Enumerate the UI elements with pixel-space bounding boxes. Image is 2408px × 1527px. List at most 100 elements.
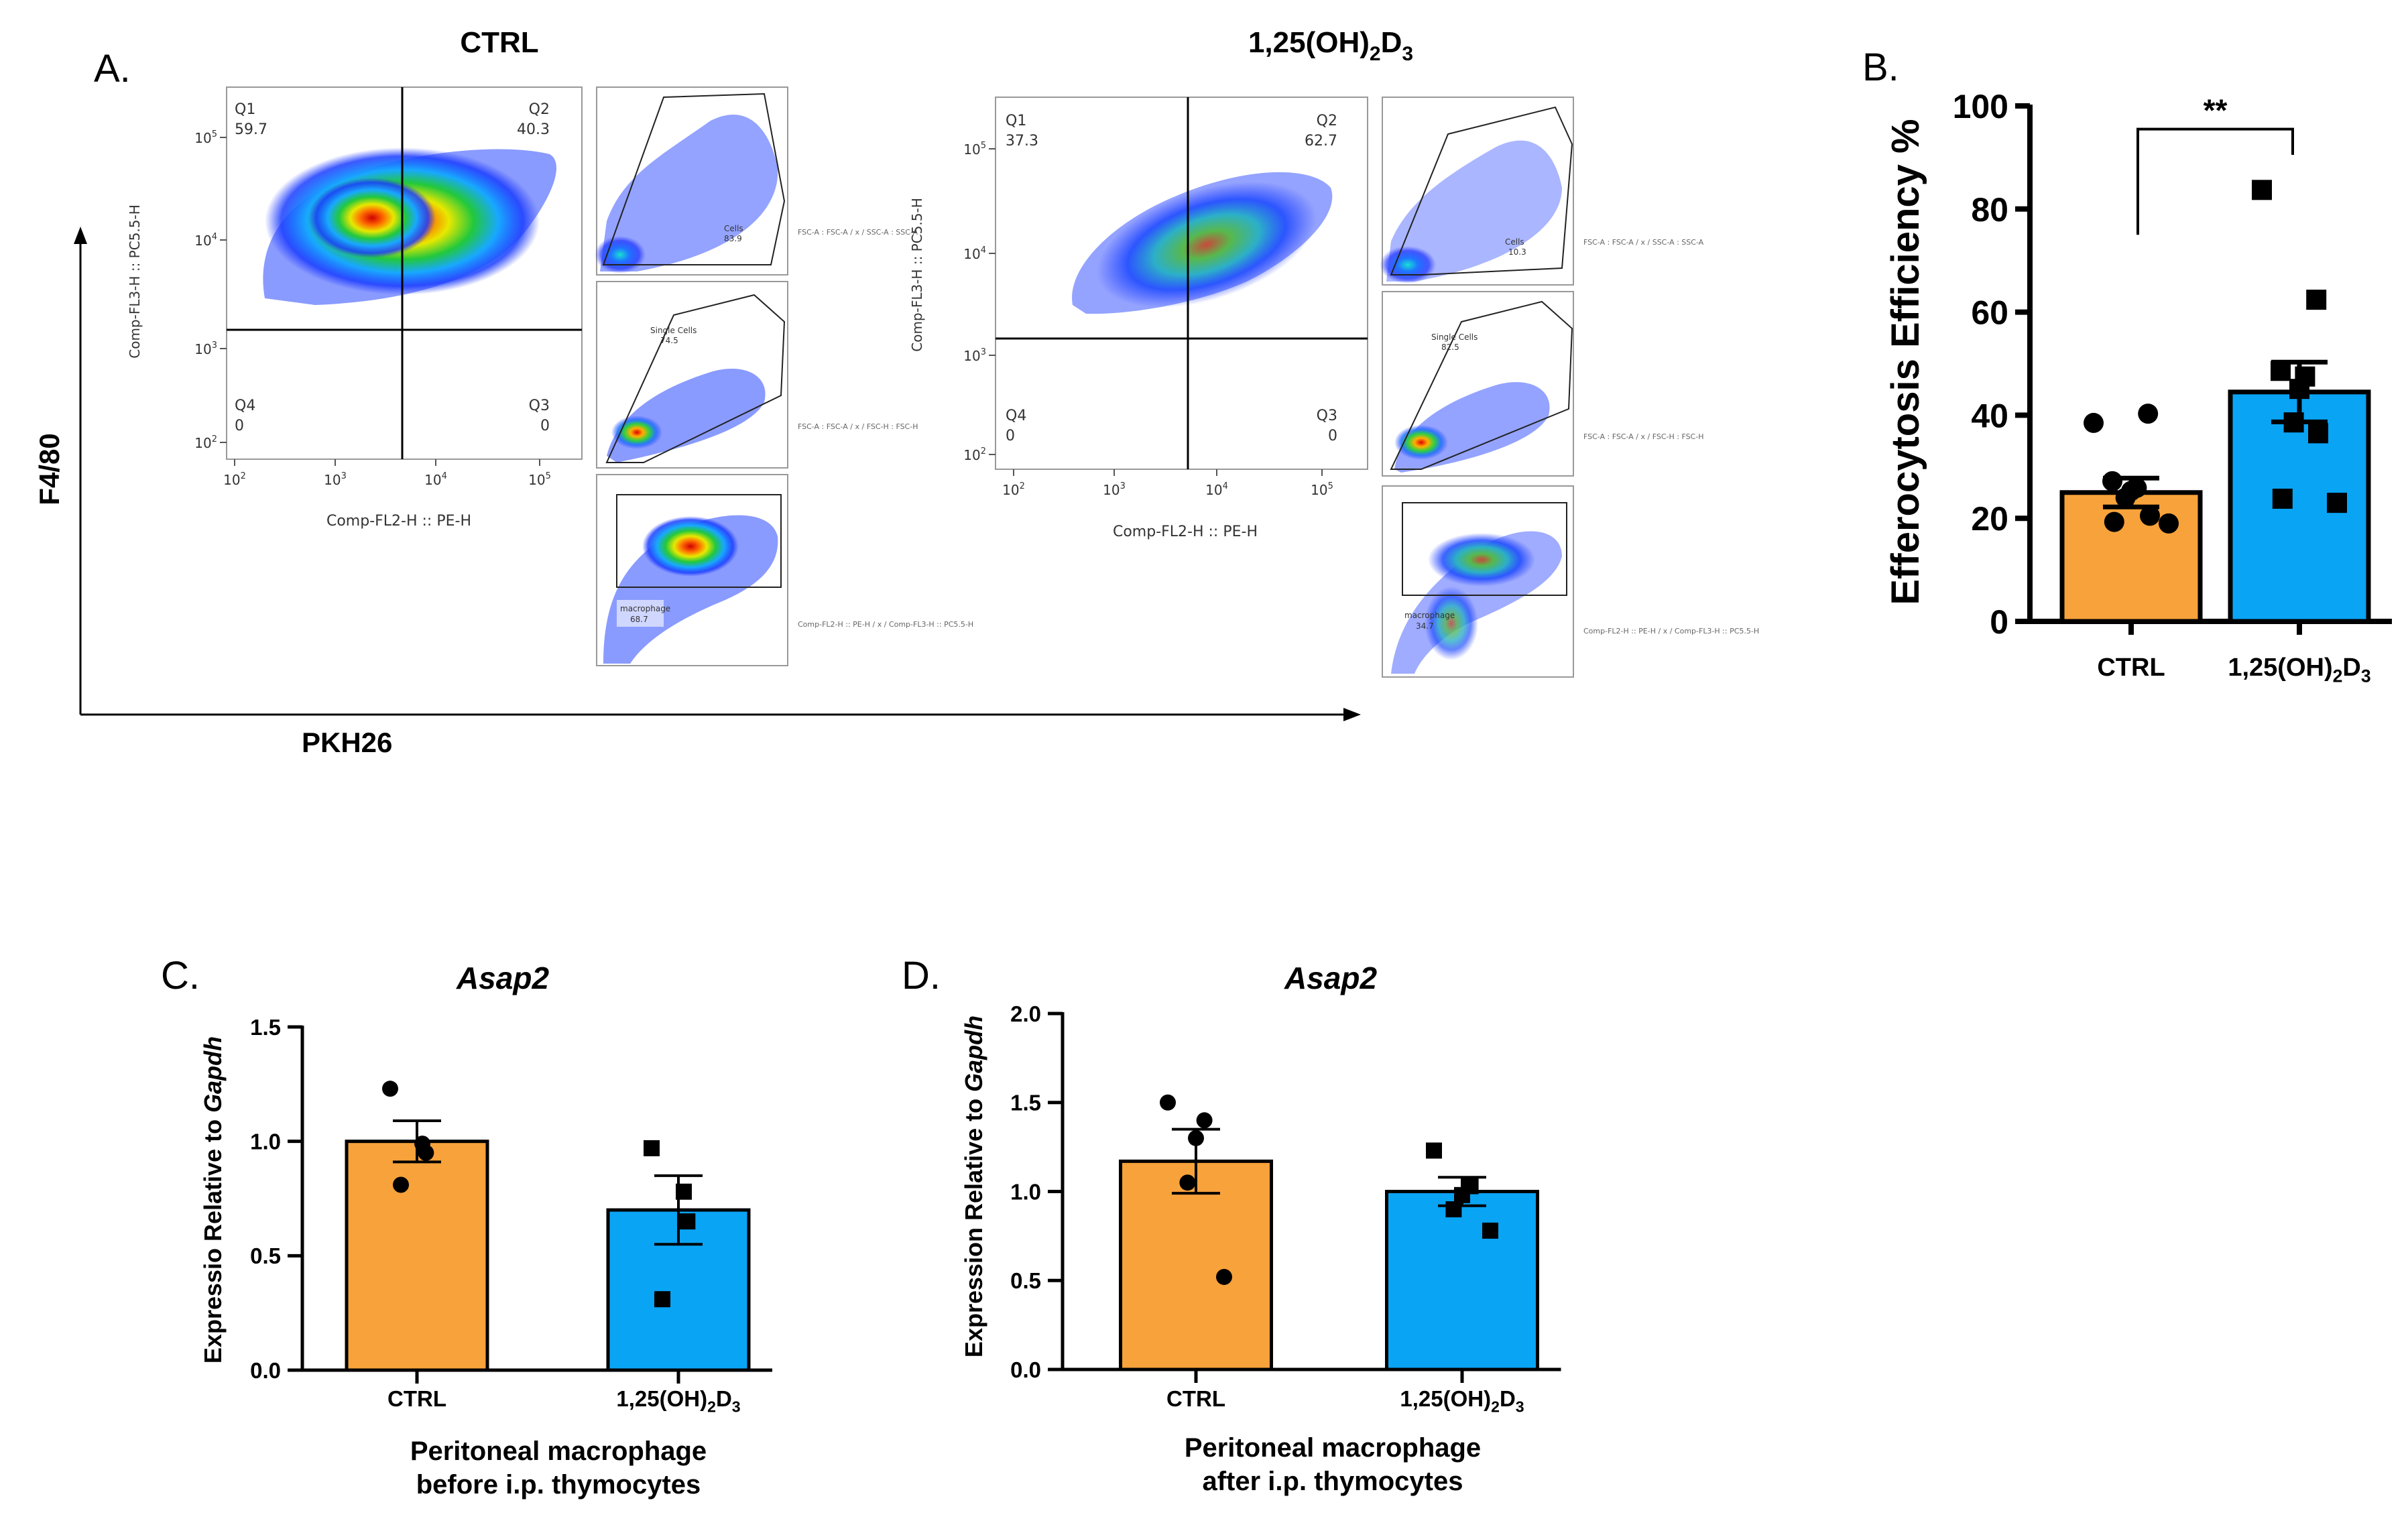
- chart-B-ytick-label: 80: [1971, 191, 2008, 229]
- ctrl-gate2-value: 74.5: [660, 336, 678, 345]
- ctrl-gate1-polygon: [602, 93, 786, 265]
- ctrl-flow-ytick-label: 105: [194, 129, 217, 146]
- ctrl-plot-xlabel: Comp-FL2-H :: PE-H: [326, 513, 471, 530]
- panel-b-ylabel: Efferocytosis Efficiency %: [1884, 119, 1927, 605]
- treated-gate1-core: [1380, 246, 1436, 284]
- pkh26-axis-arrowhead: [1343, 708, 1361, 721]
- treated-q2-value: 62.7: [1305, 133, 1337, 149]
- panel-c-ylabel: Expressio Relative to Gapdh: [199, 1036, 227, 1363]
- chart-C-ytick-label: 0.5: [250, 1243, 281, 1268]
- chart-B-point-treated: [2283, 412, 2304, 433]
- ctrl-flow-xtick-label: 102: [223, 471, 246, 488]
- chart-D-point-treated: [1482, 1222, 1498, 1239]
- treated-log-ticks: 102 103 104 105 102 103 104 105: [963, 141, 1333, 498]
- ctrl-gate3-core: [642, 516, 739, 576]
- chart-B-point-ctrl: [2159, 513, 2179, 534]
- panel-d-ylabel: Expression Relative to Gapdh: [960, 1016, 987, 1357]
- panel-b-chart: 0 20 40 60 80 100 CTRL 1,25(OH)2D3 **: [1953, 88, 2392, 686]
- ctrl-gate2-polygon: [605, 294, 786, 463]
- chart-B-ytick-label: 100: [1953, 88, 2008, 125]
- chart-B-ytick-label: 0: [1990, 603, 2008, 641]
- treated-flow-ytick-label: 103: [963, 347, 986, 364]
- chart-C-point-ctrl: [418, 1144, 434, 1161]
- ctrl-gate3-labelbox: [617, 600, 664, 627]
- chart-C-point-treated: [679, 1213, 696, 1230]
- panel-a-letter: A.: [94, 47, 131, 90]
- treated-gate2-polygon: [1390, 300, 1573, 470]
- chart-D-point-ctrl: [1160, 1094, 1176, 1111]
- treated-plot-xlabel: Comp-FL2-H :: PE-H: [1113, 524, 1258, 540]
- treated-gate3-core2: [1425, 587, 1478, 660]
- panel-c: C. Asap2 Expressio Relative to Gapdh Per…: [161, 954, 772, 1500]
- ctrl-gate1-axes: FSC-A : FSC-A / x / SSC-A : SSC-A: [798, 228, 918, 237]
- treated-gate2-axes: FSC-A : FSC-A / x / FSC-H : FSC-H: [1583, 432, 1703, 441]
- panel-c-xlabel: Peritoneal macrophage: [410, 1437, 707, 1466]
- ctrl-flow-title: CTRL: [460, 26, 538, 59]
- chart-C-ytick-label: 1.0: [250, 1129, 281, 1154]
- panel-d-xlabel: Peritoneal macrophage: [1185, 1433, 1481, 1463]
- chart-B-point-treated: [2327, 493, 2347, 513]
- treated-q3-name: Q3: [1317, 408, 1337, 424]
- treated-q1-name: Q1: [1006, 113, 1026, 129]
- ctrl-flow-xtick-label: 103: [324, 471, 347, 488]
- chart-B-bar-0: [2059, 490, 2203, 624]
- treated-flow-xtick-label: 102: [1002, 481, 1025, 498]
- chart-D-point-treated: [1426, 1142, 1442, 1159]
- panel-d: D. Asap2 Expression Relative to Gapdh Pe…: [902, 954, 1561, 1496]
- treated-flow-ytick-label: 102: [963, 446, 986, 463]
- chart-B-significance-label: **: [2204, 93, 2228, 128]
- treated-gate3-rect: [1402, 502, 1567, 596]
- ctrl-gate3-rect: [616, 494, 782, 588]
- treated-gate2-value: 82.5: [1441, 343, 1459, 352]
- chart-D-point-ctrl: [1188, 1129, 1204, 1146]
- chart-B-point-treated: [2306, 290, 2327, 310]
- chart-D-ytick-label: 1.0: [1010, 1179, 1041, 1204]
- chart-C-bar-0: [345, 1140, 489, 1372]
- treated-gate3-core: [1428, 533, 1535, 587]
- ctrl-q1-value: 59.7: [235, 121, 267, 138]
- treated-flow-title: 1,25(OH)2D3: [1248, 26, 1413, 65]
- treated-gate1-axes: FSC-A : FSC-A / x / SSC-A : SSC-A: [1583, 238, 1704, 247]
- treated-gate3-axes: Comp-FL2-H :: PE-H / x / Comp-FL3-H :: P…: [1583, 627, 1759, 635]
- chart-B-point-treated: [2308, 423, 2328, 444]
- treated-q4-value: 0: [1006, 428, 1015, 444]
- treated-gate2-name: Single Cells: [1431, 332, 1478, 342]
- ctrl-q2-name: Q2: [529, 101, 550, 118]
- chart-C-category-label-0: CTRL: [387, 1386, 446, 1411]
- chart-B-point-treated: [2252, 180, 2272, 200]
- treated-gate1-name: Cells: [1505, 237, 1524, 247]
- chart-D-point-ctrl: [1196, 1112, 1213, 1129]
- treated-q3-value: 0: [1328, 428, 1337, 444]
- treated-gate3-value: 34.7: [1416, 621, 1434, 631]
- chart-B-point-ctrl: [2104, 511, 2124, 532]
- panel-c-letter: C.: [161, 954, 200, 997]
- chart-B-category-label-0: CTRL: [2097, 654, 2165, 682]
- chart-B-point-ctrl: [2084, 412, 2104, 433]
- chart-D-point-ctrl: [1179, 1174, 1196, 1191]
- ctrl-gate3-value: 68.7: [630, 615, 648, 624]
- panel-c-xlabel2: before i.p. thymocytes: [416, 1470, 701, 1500]
- chart-B-point-treated: [2289, 379, 2309, 400]
- chart-C-ytick-label: 1.5: [250, 1015, 281, 1040]
- ctrl-gate1-value: 83.9: [724, 234, 742, 243]
- panel-d-title: Asap2: [1284, 961, 1377, 995]
- treated-gating-panels: Cells 10.3 FSC-A : FSC-A / x / SSC-A : S…: [1380, 97, 1759, 678]
- chart-C-point-treated: [654, 1291, 670, 1308]
- chart-B-point-treated: [2271, 361, 2291, 381]
- panel-b: B. Efferocytosis Efficiency % 0 20 40 60 80 1…: [1862, 46, 2392, 686]
- chart-D-ytick-label: 1.5: [1010, 1091, 1041, 1115]
- chart-D-bar-1: [1385, 1190, 1539, 1371]
- ctrl-q2-value: 40.3: [517, 121, 550, 138]
- treated-flow-xtick-label: 103: [1103, 481, 1126, 498]
- ctrl-gate3-name: macrophage: [620, 604, 670, 613]
- treated-dot-plot: Q1 37.3 Q2 62.7 Q4 0 Q3 0 Comp-FL3-H :: …: [909, 97, 1368, 540]
- ctrl-flow-ytick-label: 102: [194, 434, 217, 451]
- treated-gate1-value: 10.3: [1508, 247, 1526, 257]
- chart-B-ytick-label: 40: [1971, 397, 2008, 434]
- chart-D-point-treated: [1445, 1201, 1462, 1218]
- treated-plot-ylabel: Comp-FL3-H :: PC5.5-H: [909, 198, 925, 352]
- panel-b-letter: B.: [1862, 46, 1899, 89]
- ctrl-q4-value: 0: [235, 418, 244, 434]
- ctrl-dot-plot: Q1 59.7 Q2 40.3 Q4 0 Q3 0 Comp-FL3-H :: …: [127, 86, 583, 530]
